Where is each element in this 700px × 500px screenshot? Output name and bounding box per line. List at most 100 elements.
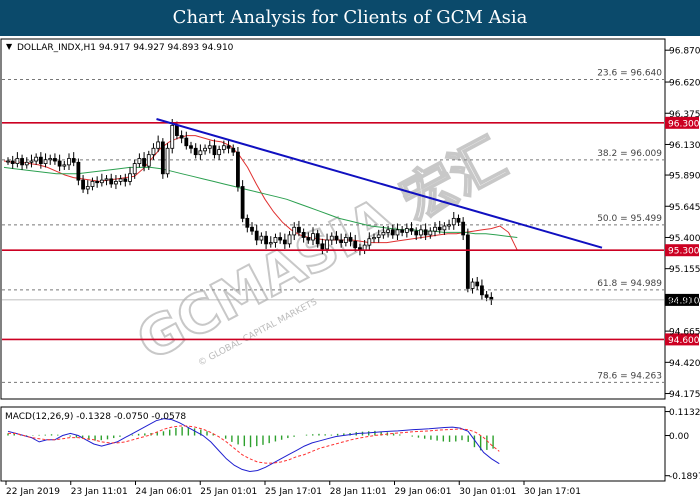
trendline: [156, 118, 603, 249]
macd-tick-label: -0.1897: [669, 472, 700, 482]
level-tag: [665, 244, 699, 257]
candle-body: [231, 147, 236, 153]
macd-tick-label: 0.00: [669, 432, 689, 442]
candle-body: [437, 226, 442, 231]
candle-body: [404, 228, 409, 233]
candle-body: [212, 145, 217, 156]
candle-body: [372, 237, 376, 240]
candle-body: [292, 226, 297, 236]
candle-body: [53, 158, 57, 162]
candle-body: [20, 158, 24, 166]
candle-body: [104, 178, 109, 181]
candle-body: [456, 217, 461, 223]
time-tick-label: 28 Jan 11:01: [330, 487, 387, 497]
candle-body: [395, 229, 400, 236]
price-tick-label: 96.130: [669, 141, 700, 151]
candle-body: [170, 124, 175, 149]
candle-body: [343, 237, 348, 243]
candle-body: [165, 147, 170, 175]
candle-body: [301, 231, 306, 238]
candle-body: [151, 147, 156, 156]
candle-body: [470, 281, 475, 289]
macd-signal-line: [8, 425, 500, 464]
macd-main-line: [7, 418, 500, 473]
candle-body: [339, 239, 344, 243]
candle-body: [311, 233, 315, 241]
candle-body: [282, 239, 287, 245]
price-tick-label: 94.910: [669, 296, 700, 306]
current-price-label: 94.910: [668, 296, 700, 306]
price-tick-label: 94.420: [669, 359, 700, 369]
candle-body: [175, 124, 179, 136]
level-tag: [665, 333, 699, 346]
candle-body: [137, 158, 142, 164]
price-tick-label: 94.175: [669, 390, 700, 400]
fibonacci-label: 38.2 = 96.009: [597, 149, 662, 159]
candle-body: [264, 235, 268, 245]
price-tick-label: 94.665: [669, 328, 700, 338]
candle-body: [428, 230, 433, 236]
price-tick-label: 95.890: [669, 172, 700, 182]
candle-body: [207, 145, 212, 149]
candle-body: [118, 178, 123, 182]
candle-body: [386, 229, 390, 233]
candle-body: [259, 235, 264, 241]
candle-body: [475, 281, 480, 287]
candle-body: [24, 161, 29, 166]
candle-body: [240, 186, 245, 219]
candle-body: [409, 228, 414, 232]
candle-body: [67, 158, 71, 166]
time-tick-label: 30 Jan 01:01: [459, 487, 516, 497]
candle-body: [320, 243, 325, 250]
candle-body: [278, 237, 283, 241]
candle-body: [315, 233, 320, 245]
candle-body: [306, 237, 311, 241]
price-tick-label: 95.645: [669, 203, 700, 213]
candle-body: [81, 179, 85, 190]
candle-body: [376, 234, 381, 238]
candle-body: [451, 217, 456, 226]
candle-body: [390, 229, 395, 236]
banner-title: Chart Analysis for Clients of GCM Asia: [0, 0, 700, 36]
candle-body: [221, 145, 226, 150]
symbol-triangle-icon: ▼: [6, 42, 13, 51]
candle-body: [465, 234, 470, 289]
candle-body: [43, 159, 48, 164]
candle-body: [6, 160, 10, 163]
candle-body: [10, 160, 15, 164]
candle-body: [76, 161, 81, 181]
time-tick-label: 23 Jan 11:01: [71, 487, 128, 497]
candle-body: [85, 186, 90, 190]
candle-body: [297, 226, 301, 233]
price-tick-label: 96.870: [669, 47, 700, 57]
candle-body: [15, 158, 20, 164]
candle-body: [381, 231, 386, 236]
candle-body: [128, 173, 132, 182]
time-tick-label: 22 Jan 2019: [6, 487, 60, 497]
candle-body: [461, 221, 466, 236]
candle-body: [484, 294, 489, 298]
price-tick-label: 96.620: [669, 79, 700, 89]
candle-body: [433, 226, 437, 232]
candle-body: [353, 240, 358, 249]
fibonacci-label: 23.6 = 96.640: [597, 68, 662, 78]
fibonacci-label: 78.6 = 94.263: [597, 371, 662, 381]
candle-body: [268, 242, 273, 245]
macd-tick-label: 0.1132: [669, 408, 700, 418]
level-tag: [665, 116, 699, 129]
candle-body: [62, 164, 67, 167]
candle-body: [71, 158, 76, 163]
candle-body: [236, 151, 240, 187]
candle-body: [203, 147, 207, 152]
candle-body: [250, 226, 254, 232]
current-price-tag: [665, 293, 699, 306]
candle-body: [160, 141, 165, 175]
candle-body: [287, 234, 292, 245]
price-tick-label: 96.375: [669, 110, 700, 120]
candle-body: [217, 149, 222, 156]
time-tick-label: 29 Jan 06:01: [395, 487, 452, 497]
candle-body: [273, 237, 278, 243]
candle-body: [123, 178, 128, 182]
macd-pane-frame: [0, 406, 666, 482]
candle-body: [57, 160, 62, 167]
